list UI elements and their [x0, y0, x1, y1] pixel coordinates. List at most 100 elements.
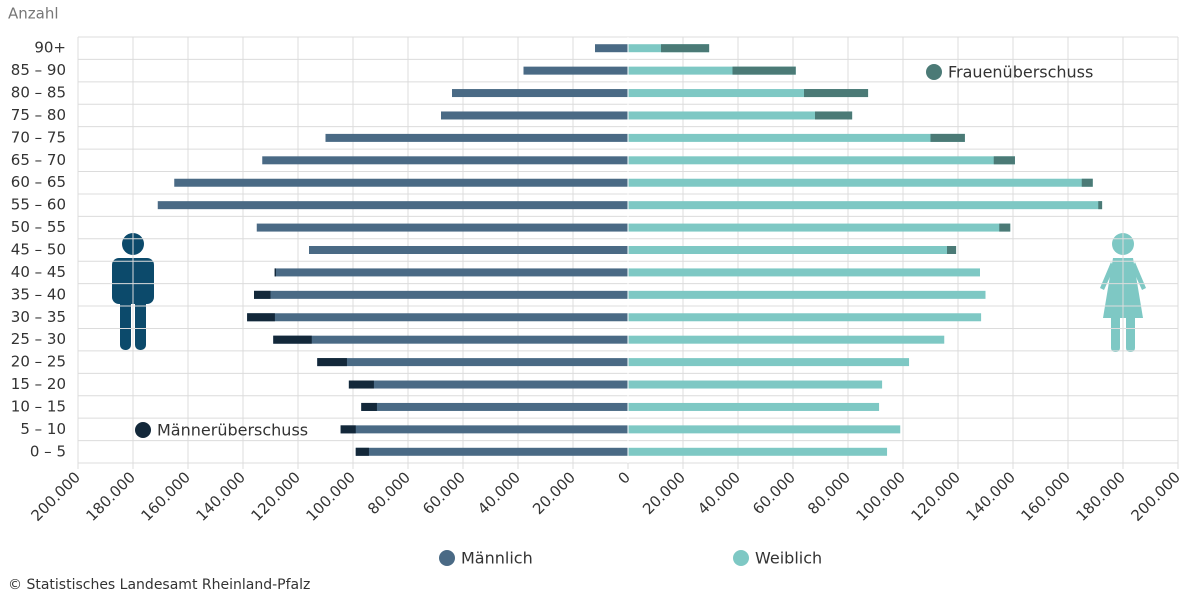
male-bar	[247, 313, 628, 322]
male-surplus	[254, 290, 271, 299]
male-bar	[309, 246, 628, 254]
y-tick-label: 45 – 50	[11, 241, 66, 259]
female-surplus	[1098, 201, 1103, 210]
female-bar	[628, 66, 796, 75]
female-bar	[628, 447, 888, 456]
female-bar	[628, 89, 869, 98]
male-bar	[256, 223, 628, 232]
male-bar	[157, 201, 628, 210]
axis-label: Anzahl	[8, 5, 59, 23]
male-surplus	[355, 447, 369, 456]
x-tick-label: 0	[615, 468, 634, 487]
x-tick-label: 160.000	[1017, 468, 1074, 525]
y-tick-label: 75 – 80	[11, 106, 66, 124]
male-surplus	[340, 425, 356, 434]
x-tick-label: 20.000	[529, 468, 579, 518]
female-surplus	[999, 223, 1011, 232]
male-surplus	[317, 358, 347, 367]
female-surplus	[993, 156, 1015, 165]
x-tick-label: 40.000	[474, 468, 524, 518]
female-surplus	[815, 111, 853, 120]
x-tick-label: 20.000	[639, 468, 689, 518]
male-surplus	[273, 335, 312, 344]
x-tick-label: 180.000	[82, 468, 139, 525]
male-bar	[317, 358, 628, 367]
female-bar	[628, 246, 957, 254]
female-bar	[628, 358, 910, 367]
female-bar	[628, 201, 1103, 210]
y-tick-label: 50 – 55	[11, 218, 66, 236]
female-bar	[628, 268, 980, 277]
female-bar	[628, 380, 883, 389]
male-bar	[348, 380, 628, 389]
male-surplus	[361, 402, 377, 411]
male-bar	[274, 268, 628, 277]
x-tick-label: 60.000	[419, 468, 469, 518]
male-bar	[325, 133, 628, 142]
x-tick-label: 80.000	[364, 468, 414, 518]
female-bar	[628, 178, 1093, 187]
male-bar	[523, 66, 628, 75]
x-tick-label: 80.000	[804, 468, 854, 518]
male-bar	[355, 447, 628, 456]
x-tick-label: 60.000	[749, 468, 799, 518]
male-bar	[441, 111, 628, 120]
legend-label-marker	[733, 550, 749, 566]
y-tick-label: 70 – 75	[11, 128, 66, 146]
female-surplus	[947, 246, 957, 254]
x-tick-label: 160.000	[137, 468, 194, 525]
y-tick-label: 65 – 70	[11, 151, 66, 169]
female-surplus	[1081, 178, 1093, 187]
male-bar	[262, 156, 628, 165]
y-tick-label: 0 – 5	[30, 442, 66, 460]
y-tick-label: 20 – 25	[11, 353, 66, 371]
x-tick-label: 140.000	[192, 468, 249, 525]
x-tick-label: 140.000	[962, 468, 1019, 525]
y-tick-label: 40 – 45	[11, 263, 66, 281]
y-tick-label: 10 – 15	[11, 397, 66, 415]
y-tick-label: 30 – 35	[11, 308, 66, 326]
x-tick-label: 100.000	[852, 468, 909, 525]
y-tick-label: 90+	[34, 39, 66, 57]
male-bar	[273, 335, 628, 344]
female-bar	[628, 402, 880, 411]
female-surplus	[804, 89, 869, 98]
y-tick-label: 35 – 40	[11, 285, 66, 303]
female-surplus	[661, 44, 710, 53]
female-bar	[628, 335, 945, 344]
female-bar	[628, 223, 1011, 232]
legend-label: Männlich	[461, 549, 533, 568]
source: © Statistisches Landesamt Rheinland-Pfal…	[8, 577, 310, 593]
x-tick-label: 200.000	[27, 468, 84, 525]
x-tick-label: 40.000	[694, 468, 744, 518]
legend-label-marker	[439, 550, 455, 566]
legend-label: Frauenüberschuss	[948, 63, 1093, 82]
male-bar	[595, 44, 628, 53]
female-bar	[628, 156, 1015, 165]
y-tick-label: 25 – 30	[11, 330, 66, 348]
male-bar	[340, 425, 628, 434]
female-surplus	[930, 133, 965, 142]
female-bar	[628, 111, 853, 120]
male-surplus	[247, 313, 275, 322]
x-tick-label: 100.000	[302, 468, 359, 525]
x-tick-label: 180.000	[1072, 468, 1129, 525]
female-bar	[628, 425, 901, 434]
x-tick-label: 200.000	[1127, 468, 1184, 525]
female-bar	[628, 133, 965, 142]
y-tick-label: 80 – 85	[11, 84, 66, 102]
legend-label-marker	[135, 422, 151, 438]
y-tick-label: 15 – 20	[11, 375, 66, 393]
female-bar	[628, 290, 986, 299]
male-bar	[452, 89, 628, 98]
male-bar	[361, 402, 628, 411]
x-tick-label: 120.000	[247, 468, 304, 525]
female-surplus	[732, 66, 796, 75]
y-tick-label: 5 – 10	[20, 420, 66, 438]
legend-label: Männerüberschuss	[157, 421, 308, 440]
y-tick-label: 85 – 90	[11, 61, 66, 79]
male-bar	[174, 178, 628, 187]
legend-label: Weiblich	[755, 549, 822, 568]
male-surplus	[274, 268, 276, 277]
